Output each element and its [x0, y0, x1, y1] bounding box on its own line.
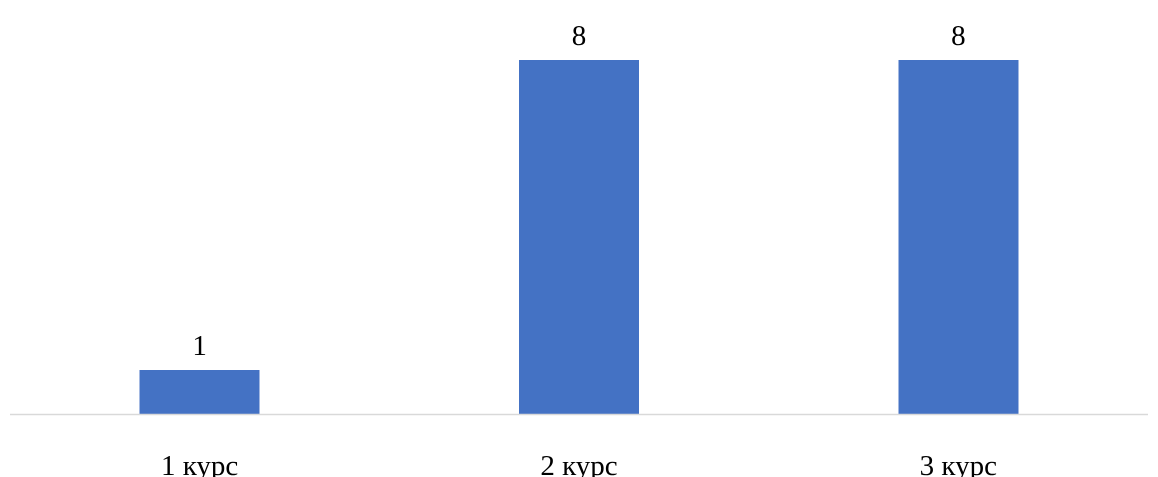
bar-2 — [519, 60, 639, 414]
tick-labels-group: 1 курс 2 курс 3 курс — [161, 450, 997, 477]
data-labels-group: 1 8 8 — [192, 20, 965, 362]
bar-1 — [139, 369, 260, 414]
x-tick-label-3: 3 курс — [920, 450, 997, 477]
bar-3 — [898, 60, 1019, 414]
data-label-2: 8 — [572, 20, 587, 52]
x-tick-label-2: 2 курс — [540, 450, 617, 477]
data-label-1: 1 — [192, 330, 207, 362]
x-tick-label-1: 1 курс — [161, 450, 238, 477]
data-label-3: 8 — [951, 20, 966, 52]
bars-group — [139, 60, 1019, 414]
